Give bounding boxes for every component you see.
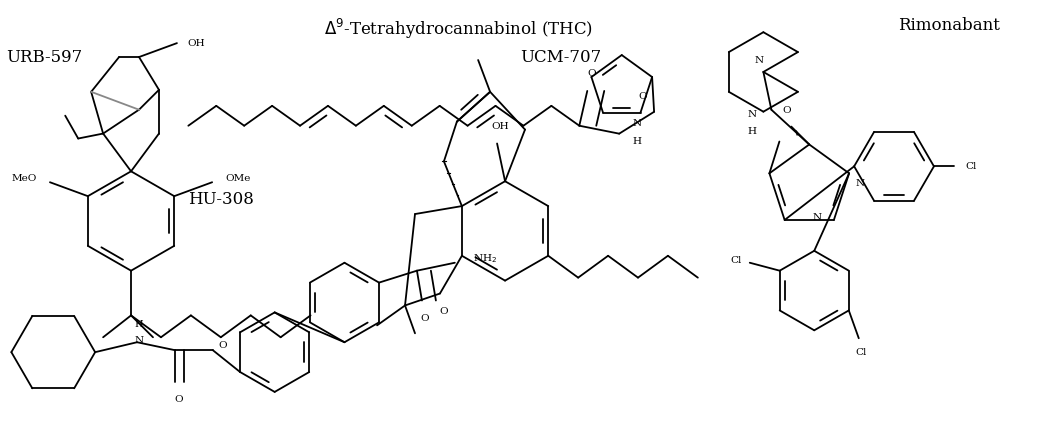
Text: OH: OH [187,39,205,48]
Text: N: N [134,336,144,345]
Text: UCM-707: UCM-707 [520,49,601,66]
Text: O: O [782,106,791,115]
Text: O: O [174,396,184,404]
Text: N: N [813,213,822,223]
Text: O: O [439,307,448,316]
Text: N: N [748,110,756,119]
Text: NH$_2$: NH$_2$ [473,252,497,265]
Text: $\Delta^9$-Tetrahydrocannabinol (THC): $\Delta^9$-Tetrahydrocannabinol (THC) [324,17,592,41]
Text: N: N [755,56,763,64]
Text: N: N [633,119,642,128]
Text: O: O [219,341,227,350]
Text: Rimonabant: Rimonabant [898,17,1000,34]
Text: H: H [633,137,642,146]
Text: H: H [748,127,756,136]
Text: OMe: OMe [225,174,250,183]
Text: Cl: Cl [966,162,977,171]
Text: O: O [420,314,429,323]
Text: Cl: Cl [731,256,741,265]
Text: HU-308: HU-308 [188,191,253,208]
Text: OH: OH [491,122,509,131]
Text: N: N [855,179,864,188]
Text: O: O [638,92,647,101]
Text: O: O [587,68,596,78]
Text: H: H [135,320,144,329]
Text: MeO: MeO [12,174,37,183]
Text: Cl: Cl [855,348,867,357]
Text: URB-597: URB-597 [6,49,82,66]
